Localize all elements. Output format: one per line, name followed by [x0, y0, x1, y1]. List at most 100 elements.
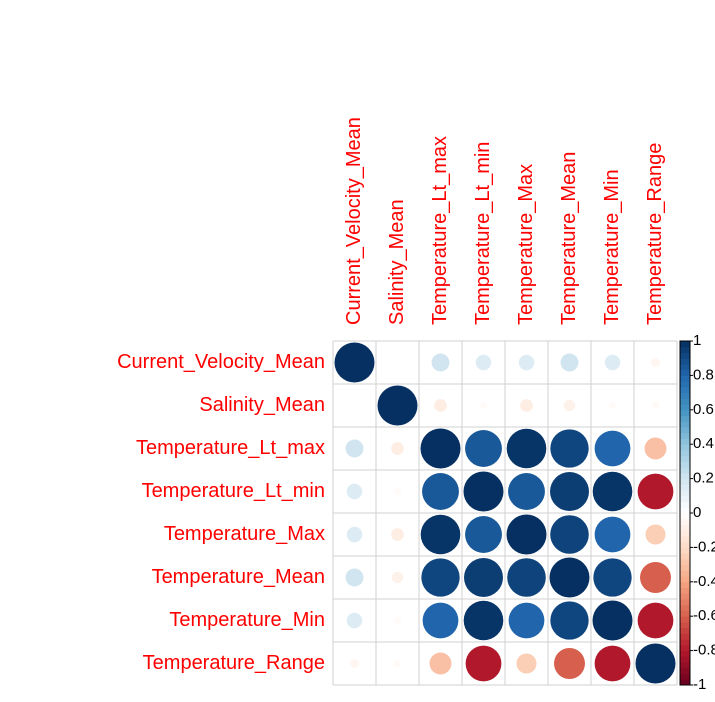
column-label: Temperature_Mean — [558, 152, 580, 325]
row-label: Temperature_Max — [164, 523, 325, 545]
colorbar-segment — [680, 398, 690, 405]
colorbar-segment — [680, 518, 690, 525]
correlation-circle — [506, 428, 547, 469]
correlation-circle — [421, 558, 460, 597]
colorbar-tick-label: 0.4 — [693, 435, 714, 452]
colorbar-segment — [680, 495, 690, 503]
correlation-circle — [594, 645, 631, 682]
correlation-circle — [507, 558, 546, 597]
correlation-circle — [549, 557, 590, 598]
colorbar-tick-label: -0.8 — [693, 642, 715, 659]
correlation-circle — [516, 653, 537, 674]
colorbar-segment — [680, 478, 690, 485]
correlation-circle — [431, 353, 450, 372]
colorbar-segment — [680, 564, 690, 571]
correlation-circle — [429, 652, 452, 675]
colorbar-segment — [680, 461, 690, 468]
correlation-circle — [645, 524, 666, 545]
correlation-circle — [350, 659, 359, 668]
correlation-circle — [604, 354, 621, 371]
correlation-circle — [592, 471, 633, 512]
colorbar-segment — [680, 667, 690, 675]
correlation-circle — [640, 562, 671, 593]
correlation-circle — [651, 358, 660, 367]
colorbar-segment — [680, 610, 690, 617]
correlation-circle — [391, 442, 404, 455]
correlation-circle — [520, 399, 533, 412]
row-label: Temperature_Range — [143, 652, 325, 674]
correlation-circle — [394, 660, 401, 667]
colorbar-segment — [680, 467, 690, 474]
colorbar-segment — [680, 587, 690, 594]
correlation-circle — [345, 439, 364, 458]
colorbar-segment — [680, 484, 690, 491]
correlation-circle — [463, 600, 504, 641]
correlation-circle — [346, 483, 363, 500]
colorbar-segment — [680, 513, 690, 520]
correlation-circle — [465, 516, 502, 553]
colorbar-segment — [680, 616, 690, 623]
colorbar-segment — [680, 541, 690, 548]
colorbar-segment — [680, 386, 690, 394]
row-label: Temperature_Lt_max — [136, 437, 325, 459]
correlation-circle — [377, 385, 418, 426]
colorbar-segment — [680, 358, 690, 365]
correlation-circle — [422, 473, 459, 510]
correlation-circle — [592, 600, 633, 641]
column-label: Temperature_Min — [601, 169, 623, 325]
correlation-circle — [594, 430, 631, 467]
colorbar-segment — [680, 581, 690, 589]
colorbar-segment — [680, 650, 690, 657]
colorbar-segment — [680, 346, 690, 353]
correlation-circle — [394, 617, 401, 624]
colorbar-segment — [680, 547, 690, 554]
colorbar-segment — [680, 633, 690, 640]
colorbar-segment — [680, 621, 690, 629]
colorbar-segment — [680, 627, 690, 634]
correlation-circle — [593, 558, 632, 597]
colorbar-tick-label: -0.4 — [693, 573, 715, 590]
correlation-circle — [609, 402, 616, 409]
correlation-circle — [550, 601, 589, 640]
correlation-circle — [550, 472, 589, 511]
correlation-circle — [644, 437, 667, 460]
colorbar-segment — [680, 535, 690, 543]
colorbar-segment — [680, 679, 690, 686]
column-label: Temperature_Range — [644, 143, 666, 325]
colorbar-segment — [680, 656, 690, 663]
colorbar-segment — [680, 639, 690, 646]
row-label: Current_Velocity_Mean — [117, 351, 325, 373]
correlation-circle — [395, 360, 400, 365]
colorbar-tick-label: 0.2 — [693, 470, 714, 487]
correlation-circle — [518, 354, 535, 371]
colorbar-segment — [680, 553, 690, 560]
colorbar-segment — [680, 673, 690, 680]
colorbar-tick-label: 0.8 — [693, 366, 714, 383]
correlation-circle — [345, 568, 364, 587]
colorbar-segment — [680, 444, 690, 451]
correlation-circle — [652, 402, 659, 409]
correlation-circle — [465, 430, 502, 467]
colorbar-segment — [680, 530, 690, 537]
colorbar-tick-label: -0.2 — [693, 538, 715, 555]
correlation-circle — [563, 399, 576, 412]
correlation-circle — [480, 402, 487, 409]
colorbar-segment — [680, 472, 690, 480]
correlation-circle — [346, 526, 363, 543]
correlation-circle — [434, 399, 447, 412]
colorbar-segment — [680, 576, 690, 583]
row-label: Temperature_Mean — [152, 566, 325, 588]
colorbar-segment — [680, 524, 690, 531]
colorbar-segment — [680, 449, 690, 457]
correlation-circle — [394, 488, 401, 495]
colorbar-segment — [680, 490, 690, 497]
column-label: Temperature_Max — [515, 164, 537, 325]
correlation-circle — [465, 645, 502, 682]
colorbar-segment — [680, 604, 690, 611]
correlation-circle — [463, 471, 504, 512]
colorbar-segment — [680, 421, 690, 428]
correlation-circle — [508, 602, 545, 639]
correlation-circle — [420, 428, 461, 469]
